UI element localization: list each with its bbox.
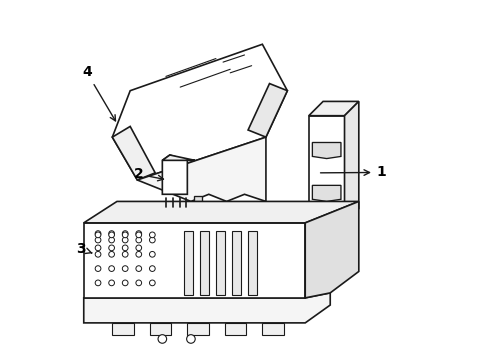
Circle shape [122, 232, 128, 238]
Circle shape [122, 266, 128, 271]
Polygon shape [112, 126, 155, 180]
Circle shape [136, 245, 142, 251]
Polygon shape [112, 44, 287, 180]
Polygon shape [247, 84, 287, 137]
Polygon shape [200, 231, 208, 295]
Polygon shape [83, 202, 358, 223]
Polygon shape [183, 231, 192, 295]
Circle shape [136, 280, 142, 286]
Circle shape [108, 280, 114, 286]
Polygon shape [344, 102, 358, 223]
Polygon shape [83, 223, 305, 298]
Circle shape [95, 280, 101, 286]
Circle shape [136, 251, 142, 257]
Circle shape [95, 245, 101, 251]
Circle shape [149, 280, 155, 286]
Polygon shape [83, 293, 329, 323]
Polygon shape [247, 231, 257, 295]
Polygon shape [162, 155, 194, 160]
Polygon shape [308, 116, 344, 223]
Circle shape [136, 266, 142, 271]
Polygon shape [216, 231, 224, 295]
Polygon shape [137, 137, 265, 202]
Circle shape [136, 237, 142, 243]
Polygon shape [194, 196, 201, 205]
Polygon shape [162, 155, 187, 194]
Circle shape [108, 231, 114, 237]
Circle shape [108, 266, 114, 271]
Circle shape [136, 231, 142, 237]
Text: 3: 3 [77, 242, 92, 256]
Polygon shape [231, 231, 241, 295]
Circle shape [149, 251, 155, 257]
Circle shape [122, 280, 128, 286]
Circle shape [186, 335, 195, 343]
Circle shape [95, 237, 101, 243]
Circle shape [122, 245, 128, 251]
Circle shape [95, 231, 101, 237]
Circle shape [158, 335, 166, 343]
Circle shape [108, 232, 114, 238]
Polygon shape [187, 323, 208, 336]
Circle shape [149, 266, 155, 271]
Polygon shape [262, 323, 283, 336]
Circle shape [122, 251, 128, 257]
Circle shape [122, 237, 128, 243]
Circle shape [95, 251, 101, 257]
Circle shape [95, 266, 101, 271]
Polygon shape [149, 323, 171, 336]
Text: 4: 4 [82, 66, 115, 121]
Circle shape [108, 245, 114, 251]
Polygon shape [312, 143, 340, 158]
Circle shape [108, 251, 114, 257]
Polygon shape [112, 323, 134, 336]
Polygon shape [305, 202, 358, 298]
Text: 1: 1 [320, 166, 386, 179]
Text: 2: 2 [134, 167, 163, 181]
Circle shape [149, 232, 155, 238]
Polygon shape [312, 185, 340, 202]
Circle shape [95, 232, 101, 238]
Polygon shape [308, 102, 358, 116]
Circle shape [149, 237, 155, 243]
Circle shape [136, 232, 142, 238]
Circle shape [122, 231, 128, 237]
Circle shape [108, 237, 114, 243]
Polygon shape [224, 323, 246, 336]
